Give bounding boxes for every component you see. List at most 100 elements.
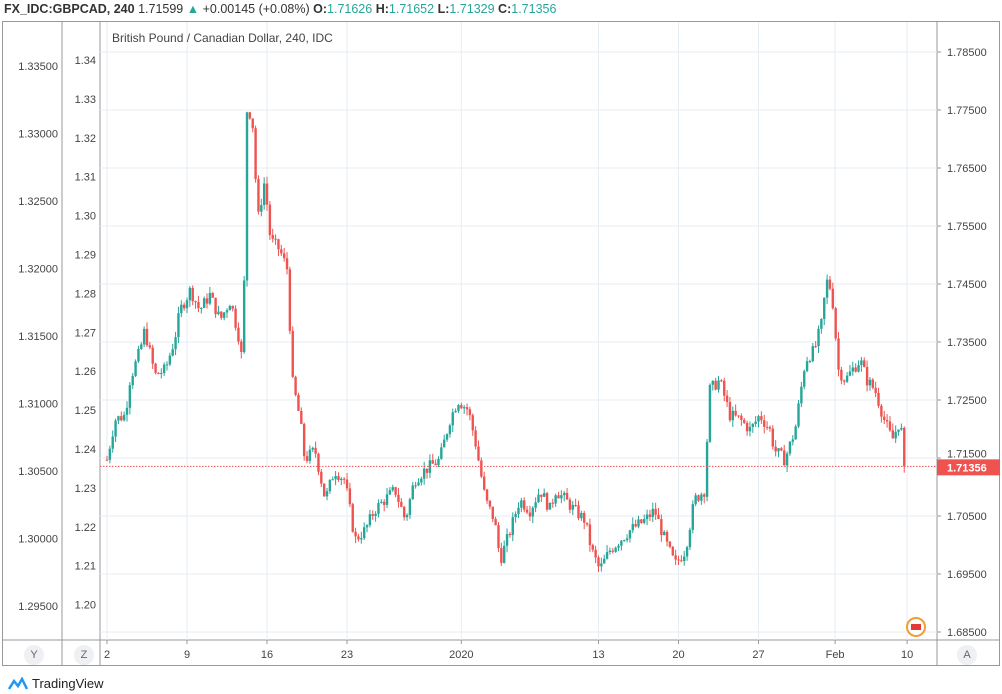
candle-body (302, 423, 306, 457)
right-axis-label: 1.76500 (947, 163, 987, 175)
candle-body (540, 494, 543, 497)
candle-body (823, 297, 826, 319)
candle-body (448, 425, 452, 435)
candle-body (445, 434, 449, 440)
candle-body (351, 504, 354, 532)
time-axis-label: 20 (672, 649, 684, 661)
candle-body (797, 403, 800, 427)
candle-body (691, 504, 694, 530)
candle-body (222, 312, 226, 318)
candle-body (868, 379, 872, 386)
price-change: +0.00145 (+0.08%) (202, 2, 310, 16)
candle-body (857, 365, 860, 372)
candle-body (300, 410, 303, 424)
candle-body (843, 380, 846, 382)
candle-body (500, 548, 503, 563)
candle-body (900, 427, 903, 430)
candle-body (202, 298, 206, 308)
candle-body (545, 493, 549, 510)
time-axis-label: 9 (184, 649, 190, 661)
candle-body (480, 460, 483, 477)
candle-body (565, 492, 569, 500)
candle-body (377, 503, 380, 514)
candle-body (277, 239, 280, 250)
candle-body (114, 420, 117, 437)
candle-body (863, 360, 866, 367)
left-axis-label: 1.31500 (18, 331, 58, 343)
candle-body (711, 380, 714, 385)
candle-body (765, 426, 769, 428)
candle-body (120, 416, 123, 421)
high-label: H: (375, 2, 389, 16)
z-axis-button[interactable]: Z (74, 645, 94, 665)
inner-left-axis-label: 1.21 (75, 561, 96, 573)
candle-body (854, 367, 857, 372)
candle-body (637, 519, 640, 527)
candle-body (817, 328, 820, 347)
candle-body (297, 394, 300, 411)
candle-body (794, 426, 797, 440)
candle-body (554, 495, 557, 504)
candle-body (162, 364, 166, 373)
inner-left-axis-label: 1.25 (75, 405, 96, 417)
candle-body (108, 448, 112, 460)
inner-left-axis-label: 1.31 (75, 172, 96, 184)
candle-body (648, 514, 652, 517)
candle-body (754, 421, 757, 424)
candle-body (305, 456, 309, 461)
left-axis-label: 1.31000 (18, 399, 58, 411)
candle-body (788, 441, 792, 454)
candle-body (180, 304, 183, 314)
candle-body (460, 405, 463, 409)
candle-body (594, 549, 597, 558)
candle-body (728, 402, 732, 421)
candle-body (851, 367, 855, 372)
candle-body (217, 311, 220, 315)
inner-left-axis-label: 1.28 (75, 288, 96, 300)
candle-body (145, 328, 149, 346)
candle-body (522, 500, 526, 510)
candle-body (668, 541, 672, 547)
candle-body (660, 519, 663, 536)
candle-body (894, 431, 897, 439)
candle-body (388, 490, 392, 495)
candle-body (268, 204, 272, 236)
candle-body (211, 292, 214, 298)
candle-body (237, 327, 240, 342)
time-axis-label: Feb (826, 649, 845, 661)
candle-body (628, 530, 632, 539)
candle-body (608, 550, 612, 553)
time-axis-label: 16 (261, 649, 273, 661)
candle-body (282, 253, 286, 259)
candle-body (734, 410, 737, 416)
last-price-label: 1.71356 (947, 462, 987, 474)
y-axis-button[interactable]: Y (24, 645, 44, 665)
candle-body (785, 453, 789, 466)
candle-body (265, 183, 269, 205)
inner-left-axis-label: 1.34 (75, 55, 96, 67)
auto-scale-button[interactable]: A (957, 645, 977, 665)
low-value: 1.71329 (449, 2, 495, 16)
last-price-badge (937, 459, 1000, 476)
candle-body (517, 507, 520, 515)
candle-body (242, 280, 246, 353)
inner-left-axis-label: 1.23 (75, 483, 96, 495)
candle-body (528, 512, 532, 517)
candle-body (697, 495, 700, 501)
candle-body (437, 458, 440, 465)
inner-left-axis-label: 1.24 (75, 444, 96, 456)
candle-body (391, 487, 394, 491)
candle-body (803, 371, 806, 387)
candle-body (374, 513, 377, 516)
candle-body (534, 502, 537, 508)
candle-body (477, 446, 480, 461)
candle-body (311, 447, 314, 450)
candle-body (294, 376, 297, 395)
candle-body (551, 502, 554, 504)
open-label: O: (313, 2, 328, 16)
tradingview-logo[interactable]: TradingView (8, 676, 104, 691)
candle-body (185, 300, 189, 309)
candle-body (228, 305, 232, 311)
candle-body (865, 366, 869, 386)
